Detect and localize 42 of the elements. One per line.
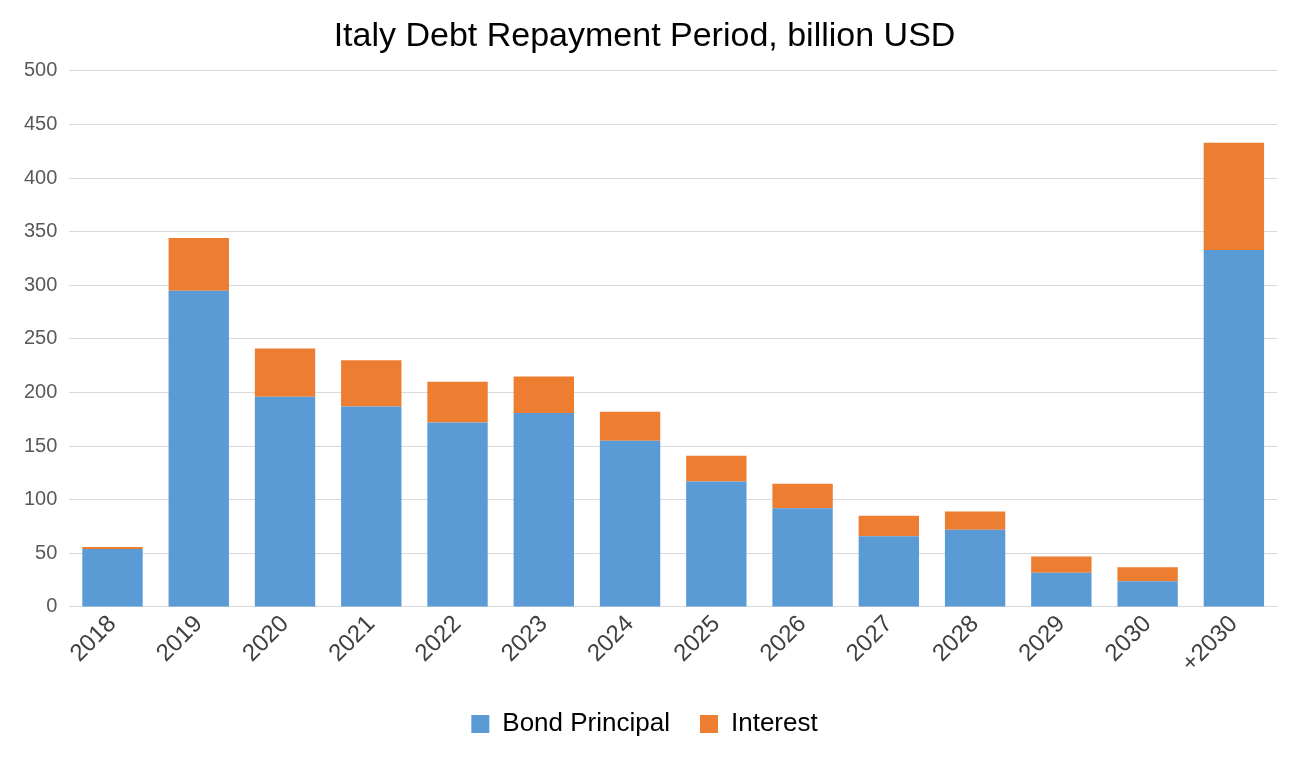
bar [82, 549, 143, 607]
y-tick-label: 450 [23, 111, 58, 134]
y-tick-label: 50 [35, 540, 58, 563]
y-tick-label: 350 [23, 219, 58, 242]
bar [427, 422, 488, 607]
y-tick-label: 150 [23, 433, 58, 456]
y-tick-label: 500 [23, 58, 58, 81]
bar [858, 536, 920, 607]
bar [513, 412, 574, 607]
bar [772, 483, 833, 509]
bar [254, 396, 316, 607]
bar [944, 511, 1006, 530]
y-tick-label: 400 [23, 165, 58, 188]
bar [341, 406, 402, 607]
bar [686, 455, 747, 482]
bar [168, 238, 229, 291]
y-tick-label: 0 [46, 594, 58, 617]
bar [1203, 249, 1265, 607]
bar [1031, 556, 1092, 573]
bar [772, 508, 833, 607]
bar [427, 381, 488, 423]
bar [1117, 581, 1178, 607]
bar [1117, 567, 1178, 582]
bar [686, 481, 747, 607]
bar [944, 529, 1006, 607]
bar [82, 546, 143, 550]
bar [1203, 142, 1265, 250]
y-tick-label: 250 [23, 326, 58, 349]
bar [599, 440, 661, 607]
bar [341, 360, 402, 407]
bar [254, 348, 316, 397]
legend-label: Interest [730, 707, 819, 738]
legend-label: Bond Principal [502, 707, 670, 738]
bar [513, 376, 574, 413]
bar [599, 411, 661, 441]
bar [1031, 572, 1092, 607]
bar [858, 515, 920, 537]
y-tick-label: 100 [23, 487, 58, 510]
y-tick-label: 200 [23, 380, 58, 403]
bar [168, 290, 229, 607]
y-tick-label: 300 [23, 272, 58, 295]
chart-title: Italy Debt Repayment Period, billion USD [333, 14, 956, 53]
